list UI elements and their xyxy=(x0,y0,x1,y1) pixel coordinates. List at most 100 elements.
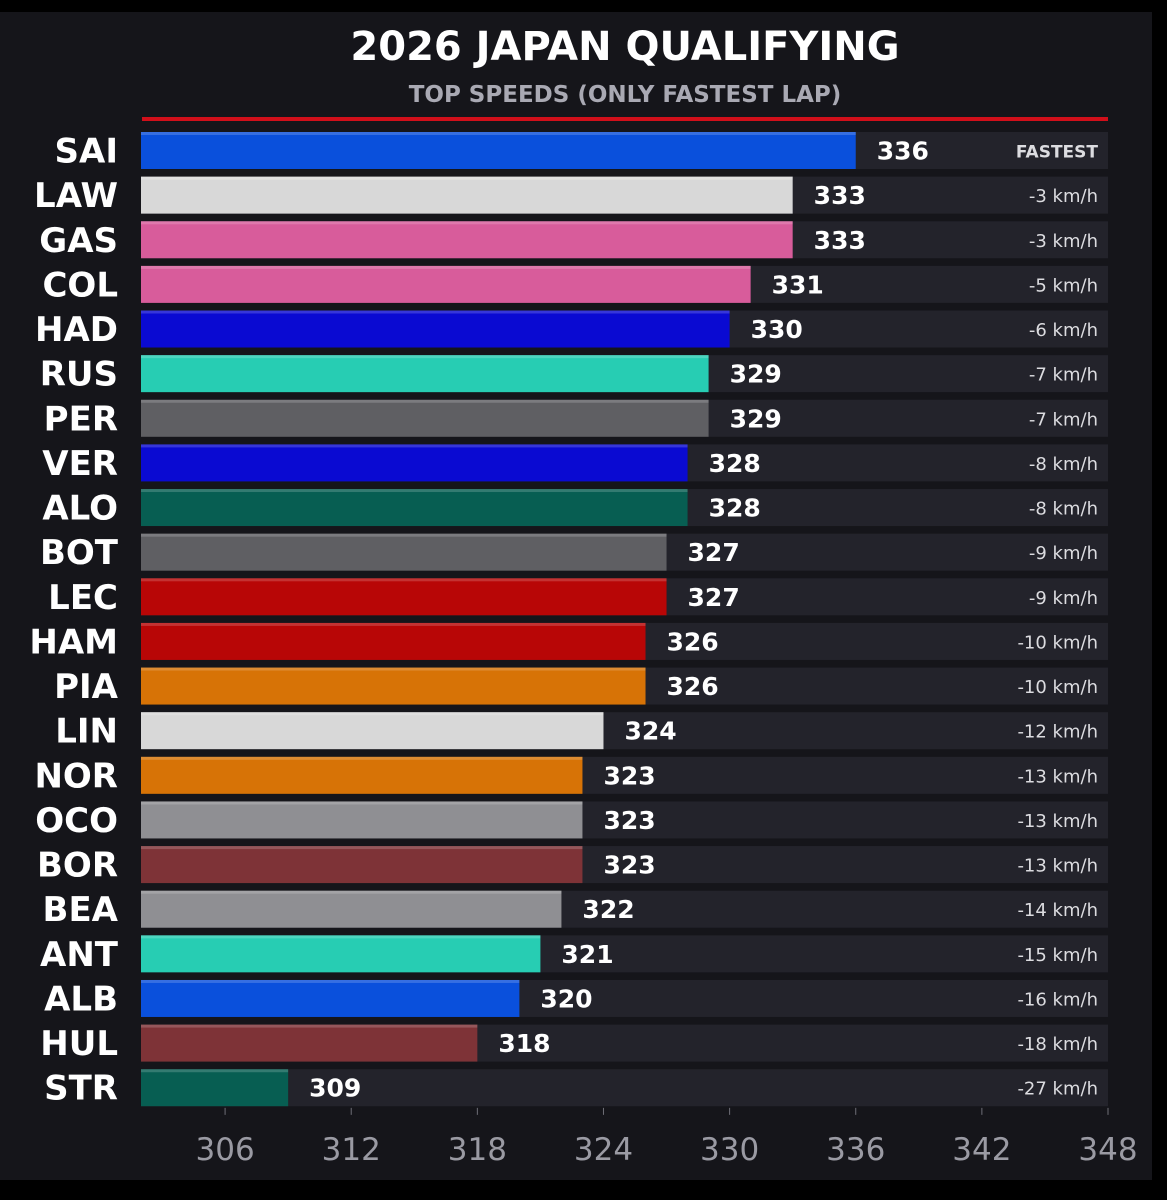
driver-label-sai: SAI xyxy=(55,132,118,172)
bar-highlight-gas xyxy=(141,221,793,225)
gap-label-alo: -8 km/h xyxy=(1029,499,1098,520)
driver-label-bea: BEA xyxy=(43,890,119,930)
x-tick-label-330: 330 xyxy=(700,1132,759,1168)
gap-label-oco: -13 km/h xyxy=(1017,811,1098,832)
driver-label-rus: RUS xyxy=(40,355,118,395)
bar-oco xyxy=(141,801,583,839)
value-label-str: 309 xyxy=(309,1074,361,1103)
chart-subtitle: TOP SPEEDS (ONLY FASTEST LAP) xyxy=(408,82,842,108)
bar-highlight-str xyxy=(141,1069,289,1073)
value-label-nor: 323 xyxy=(603,761,655,790)
bar-nor xyxy=(141,756,583,794)
driver-label-per: PER xyxy=(44,399,118,439)
x-tick-label-318: 318 xyxy=(448,1132,507,1168)
bar-highlight-ant xyxy=(141,935,541,939)
bar-per xyxy=(141,399,709,437)
gap-label-str: -27 km/h xyxy=(1017,1079,1098,1100)
gap-label-lec: -9 km/h xyxy=(1029,588,1098,609)
bar-highlight-lin xyxy=(141,712,604,716)
bar-highlight-bor xyxy=(141,846,583,850)
bar-highlight-alb xyxy=(141,979,520,983)
gap-label-ver: -8 km/h xyxy=(1029,454,1098,475)
bar-highlight-sai xyxy=(141,132,856,135)
gap-label-nor: -13 km/h xyxy=(1017,766,1098,787)
value-label-ver: 328 xyxy=(709,449,761,478)
value-label-bot: 327 xyxy=(688,538,740,567)
driver-label-lec: LEC xyxy=(48,578,118,618)
gap-label-ant: -15 km/h xyxy=(1017,945,1098,966)
driver-label-lin: LIN xyxy=(55,712,118,752)
value-label-bor: 323 xyxy=(603,851,655,880)
bar-highlight-lec xyxy=(141,578,667,582)
driver-label-ant: ANT xyxy=(40,935,119,975)
bar-highlight-oco xyxy=(141,801,583,805)
x-tick-label-342: 342 xyxy=(952,1132,1011,1168)
driver-label-col: COL xyxy=(42,265,118,305)
title-underline xyxy=(142,117,1108,121)
value-label-law: 333 xyxy=(814,181,866,210)
bar-hul xyxy=(141,1024,478,1062)
driver-label-gas: GAS xyxy=(39,221,118,261)
bar-sai xyxy=(141,132,856,169)
bar-ant xyxy=(141,935,541,973)
value-label-ham: 326 xyxy=(667,627,719,656)
bar-alb xyxy=(141,979,520,1017)
driver-label-had: HAD xyxy=(35,310,118,350)
gap-label-had: -6 km/h xyxy=(1029,320,1098,341)
value-label-lin: 324 xyxy=(624,717,676,746)
driver-label-ham: HAM xyxy=(29,622,118,662)
bar-highlight-nor xyxy=(141,756,583,760)
bar-highlight-ham xyxy=(141,622,646,626)
value-label-had: 330 xyxy=(751,315,803,344)
driver-label-oco: OCO xyxy=(35,801,118,841)
gap-label-alb: -16 km/h xyxy=(1017,989,1098,1010)
driver-label-hul: HUL xyxy=(40,1024,118,1064)
gap-label-bor: -13 km/h xyxy=(1017,856,1098,877)
driver-label-alo: ALO xyxy=(42,489,118,529)
bar-highlight-per xyxy=(141,399,709,403)
row-track-str xyxy=(141,1069,1108,1107)
gap-label-gas: -3 km/h xyxy=(1029,231,1098,252)
driver-label-nor: NOR xyxy=(34,756,118,796)
bar-ham xyxy=(141,622,646,660)
bar-str xyxy=(141,1069,289,1107)
driver-label-str: STR xyxy=(44,1069,118,1109)
x-tick-label-306: 306 xyxy=(196,1132,255,1168)
bar-highlight-bot xyxy=(141,533,667,537)
bar-alo xyxy=(141,489,688,527)
gap-label-law: -3 km/h xyxy=(1029,186,1098,207)
bar-pia xyxy=(141,667,646,705)
bar-gas xyxy=(141,221,793,259)
gap-label-lin: -12 km/h xyxy=(1017,722,1098,743)
value-label-hul: 318 xyxy=(498,1029,550,1058)
gap-label-per: -7 km/h xyxy=(1029,409,1098,430)
value-label-ant: 321 xyxy=(561,940,613,969)
bar-highlight-col xyxy=(141,265,751,269)
value-label-per: 329 xyxy=(730,404,782,433)
x-tick-label-336: 336 xyxy=(826,1132,885,1168)
gap-label-col: -5 km/h xyxy=(1029,275,1098,296)
driver-label-pia: PIA xyxy=(54,667,119,707)
value-label-col: 331 xyxy=(772,270,824,299)
driver-label-bor: BOR xyxy=(37,846,118,886)
value-label-alb: 320 xyxy=(540,984,592,1013)
driver-label-law: LAW xyxy=(34,176,118,216)
bar-rus xyxy=(141,355,709,393)
value-label-lec: 327 xyxy=(688,583,740,612)
value-label-oco: 323 xyxy=(603,806,655,835)
value-label-pia: 326 xyxy=(667,672,719,701)
x-tick-label-312: 312 xyxy=(322,1132,381,1168)
driver-label-ver: VER xyxy=(42,444,118,484)
bar-lin xyxy=(141,712,604,750)
bar-bea xyxy=(141,890,562,928)
driver-label-bot: BOT xyxy=(40,533,119,573)
bar-lec xyxy=(141,578,667,616)
gap-label-sai: FASTEST xyxy=(1016,143,1099,163)
value-label-bea: 322 xyxy=(582,895,634,924)
bar-law xyxy=(141,176,793,214)
gap-label-ham: -10 km/h xyxy=(1017,632,1098,653)
bar-had xyxy=(141,310,730,348)
value-label-gas: 333 xyxy=(814,226,866,255)
bar-bot xyxy=(141,533,667,571)
bar-highlight-had xyxy=(141,310,730,314)
